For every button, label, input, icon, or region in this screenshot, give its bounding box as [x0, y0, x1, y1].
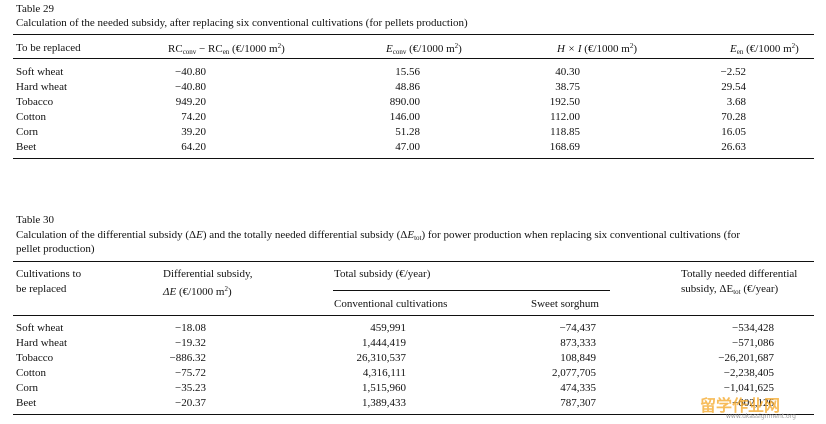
- table30-cell-name: Tobacco: [16, 352, 54, 364]
- table30-caption: Calculation of the differential subsidy …: [16, 229, 741, 242]
- table30-cell-name: Corn: [16, 382, 38, 394]
- table30-caption-line2: pellet production): [16, 243, 95, 255]
- table30-cell-diff: −35.23: [175, 382, 206, 394]
- table30-cell-name: Hard wheat: [16, 337, 68, 349]
- table30-header-total-needed-2: subsidy, ΔEtot (€/year): [681, 283, 779, 296]
- table29-cell-rc: 64.20: [181, 141, 206, 153]
- table30-cell-diff: −18.08: [175, 322, 206, 334]
- table29-top-rule: [13, 34, 814, 35]
- table30-cell-conv: 1,515,960: [362, 382, 406, 394]
- table30-cell-total: −534,428: [732, 322, 774, 334]
- table30-header-diff-subsidy-2: ΔE (€/1000 m2): [163, 285, 232, 298]
- table29-cell-een: 29.54: [721, 81, 746, 93]
- watermark-logo: 留学作业网: [700, 396, 781, 415]
- table30-cell-name: Soft wheat: [16, 322, 64, 334]
- table29-header-e-conv: Econv (€/1000 m2): [386, 42, 462, 56]
- table30-label: Table 30: [16, 214, 55, 226]
- table30-header-total-subsidy: Total subsidy (€/year): [334, 268, 431, 280]
- table29-cell-econv: 890.00: [389, 96, 420, 108]
- table29-cell-een: 3.68: [726, 96, 746, 108]
- table30-header-cultivations-1: Cultivations to: [16, 268, 82, 280]
- table30-top-rule: [13, 261, 814, 262]
- table30-cell-sweet: 108,849: [560, 352, 596, 364]
- table30-bottom-rule: [13, 414, 814, 415]
- table29-header-h-times-i: H × I (€/1000 m2): [557, 42, 637, 55]
- table29-cell-een: 70.28: [721, 111, 746, 123]
- table30-cell-sweet: 2,077,705: [552, 367, 596, 379]
- table30-cell-sweet: 873,333: [560, 337, 596, 349]
- table30-header-conventional: Conventional cultivations: [334, 298, 448, 310]
- table29-header-to-be-replaced: To be replaced: [16, 42, 81, 54]
- table30-header-total-needed-1: Totally needed differential: [681, 268, 798, 280]
- table29-cell-hi: 112.00: [550, 111, 580, 123]
- table29-cell-een: 26.63: [721, 141, 746, 153]
- table29-cell-een: −2.52: [720, 66, 746, 78]
- table30-cell-conv: 459,991: [370, 322, 406, 334]
- table30-cell-name: Cotton: [16, 367, 46, 379]
- watermark-url: www.ukassignment.org: [726, 413, 796, 420]
- table30-cell-sweet: 474,335: [560, 382, 596, 394]
- table29-cell-name: Beet: [16, 141, 37, 153]
- table30-cell-total: −1,041,625: [723, 382, 774, 394]
- table30-cell-total: −571,086: [732, 337, 774, 349]
- table29-header-rc-diff: RCconv − RCen (€/1000 m2): [168, 42, 285, 56]
- table29-cell-name: Soft wheat: [16, 66, 64, 78]
- table29-label: Table 29: [16, 3, 55, 15]
- table29-header-rule: [13, 58, 814, 59]
- table30-cell-diff: −19.32: [175, 337, 206, 349]
- table30-cell-conv: 1,444,419: [362, 337, 406, 349]
- table29-cell-rc: −40.80: [175, 81, 206, 93]
- table29-bottom-rule: [13, 158, 814, 159]
- table29-cell-econv: 48.86: [395, 81, 420, 93]
- table29-cell-name: Corn: [16, 126, 38, 138]
- table30-header-sweet-sorghum: Sweet sorghum: [531, 298, 599, 310]
- table30-cell-total: −602,126: [732, 397, 774, 409]
- table30-cell-total: −2,238,405: [723, 367, 774, 379]
- table29-cell-name: Cotton: [16, 111, 46, 123]
- table29-cell-name: Hard wheat: [16, 81, 68, 93]
- table30-cell-conv: 4,316,111: [362, 367, 406, 379]
- table29-cell-econv: 146.00: [389, 111, 420, 123]
- table29-cell-hi: 38.75: [555, 81, 580, 93]
- table30-cell-diff: −75.72: [175, 367, 206, 379]
- table30-cell-diff: −20.37: [175, 397, 206, 409]
- table30-cell-name: Beet: [16, 397, 37, 409]
- table29-cell-rc: 74.20: [181, 111, 206, 123]
- table29-cell-rc: 39.20: [181, 126, 206, 138]
- table30-cell-total: −26,201,687: [718, 352, 774, 364]
- table29-cell-rc: −40.80: [175, 66, 206, 78]
- table30-cell-sweet: −74,437: [559, 322, 596, 334]
- table30-cell-conv: 26,310,537: [356, 352, 407, 364]
- table29-cell-econv: 47.00: [395, 141, 420, 153]
- table30-header-rule: [13, 315, 814, 316]
- table29-cell-hi: 168.69: [549, 141, 580, 153]
- table30-cell-sweet: 787,307: [560, 397, 596, 409]
- table29-cell-een: 16.05: [721, 126, 746, 138]
- table30-header-diff-subsidy-1: Differential subsidy,: [163, 268, 253, 280]
- table30-cell-conv: 1,389,433: [362, 397, 406, 409]
- table29-header-e-en: Een (€/1000 m2): [730, 42, 799, 56]
- table30-header-cultivations-2: be replaced: [16, 283, 67, 295]
- table29-cell-hi: 40.30: [555, 66, 580, 78]
- table30-cell-diff: −886.32: [169, 352, 206, 364]
- table29-caption: Calculation of the needed subsidy, after…: [16, 17, 468, 29]
- table29-cell-econv: 15.56: [395, 66, 420, 78]
- table29-cell-name: Tobacco: [16, 96, 54, 108]
- table30-group-rule: [333, 290, 610, 291]
- table29-cell-econv: 51.28: [395, 126, 420, 138]
- table29-cell-hi: 118.85: [550, 126, 580, 138]
- table29-cell-hi: 192.50: [549, 96, 580, 108]
- table29-cell-rc: 949.20: [175, 96, 206, 108]
